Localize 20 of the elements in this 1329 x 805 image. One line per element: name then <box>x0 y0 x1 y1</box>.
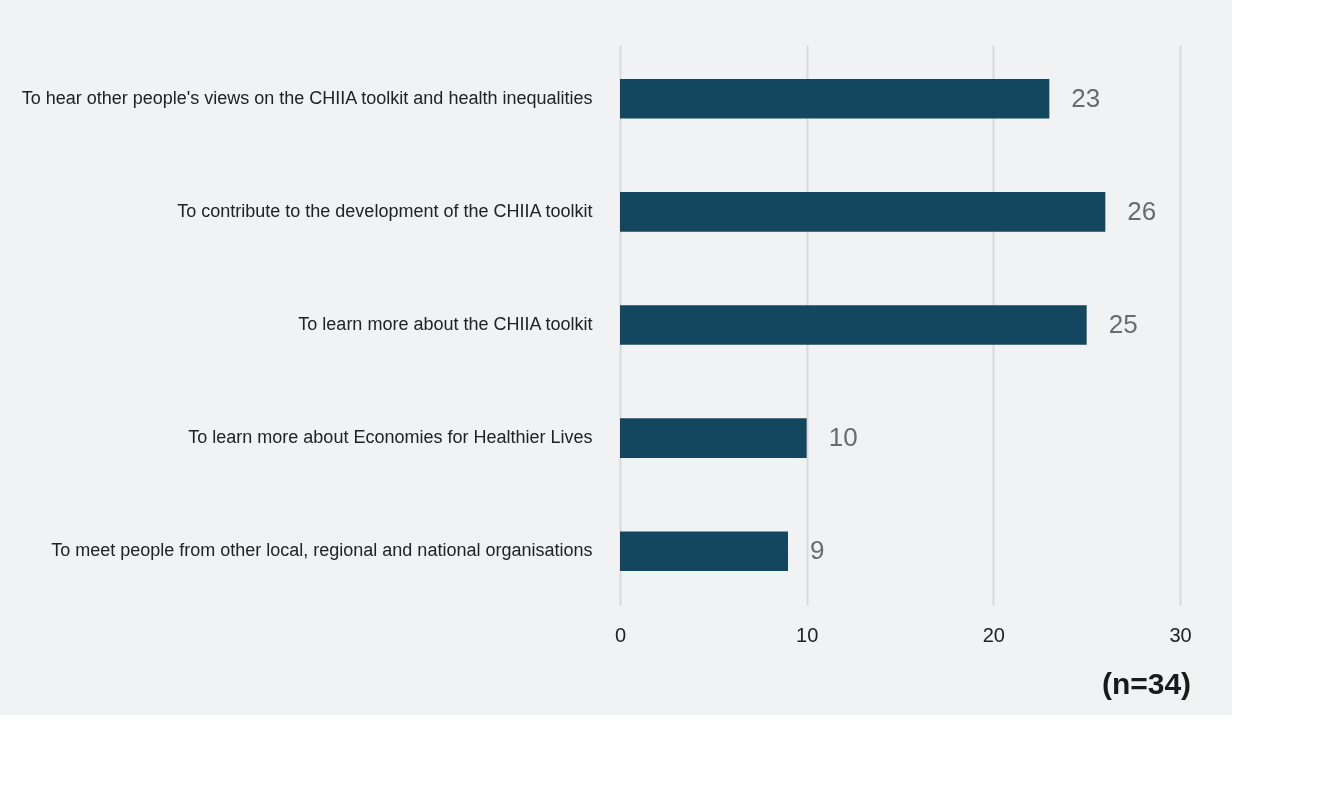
bar <box>620 531 788 572</box>
bar <box>620 305 1087 345</box>
data-label: 9 <box>810 535 825 566</box>
x-tick-label: 30 <box>1169 623 1192 646</box>
y-tick-label: To meet people from other local, regional and national organisations <box>51 540 593 561</box>
y-tick-label: To hear other people's views on the CHIIA toolkit and health inequalities <box>21 87 593 108</box>
data-label: 26 <box>1127 195 1157 226</box>
x-tick-label: 10 <box>796 623 819 646</box>
x-tick-label: 0 <box>614 623 627 646</box>
data-label: 10 <box>828 422 858 453</box>
bar <box>620 418 807 458</box>
data-label: 23 <box>1071 82 1101 113</box>
y-tick-label: To learn more about the CHIIA toolkit <box>298 314 593 334</box>
bar <box>620 192 1106 232</box>
bar <box>620 78 1050 119</box>
y-tick-label: To contribute to the development of the CHIIA toolkit <box>177 200 593 221</box>
data-label: 25 <box>1108 309 1138 339</box>
y-tick-label: To learn more about Economies for Healthier Lives <box>188 427 593 448</box>
text: (n=34) <box>1101 667 1192 700</box>
x-tick-label: 20 <box>982 623 1005 646</box>
